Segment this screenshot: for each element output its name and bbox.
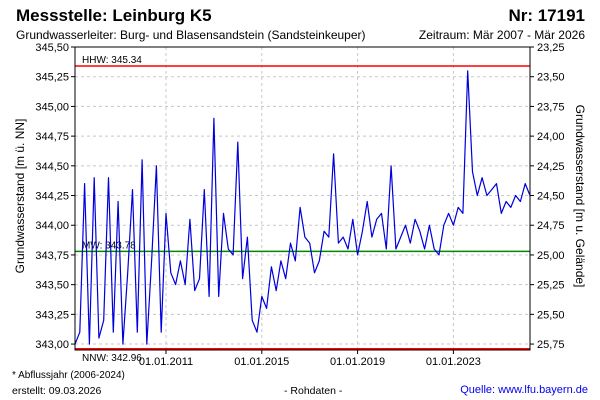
- mw-label: MW: 343.78: [82, 240, 136, 251]
- y-axis-label-right: Grundwasserstand [m u. Gelände]: [573, 105, 587, 288]
- series-line-0: [74, 70, 531, 345]
- y-tick-label-right: 25,50: [537, 309, 565, 321]
- y-tick-label-right: 24,50: [537, 191, 565, 203]
- created-date: erstellt: 09.03.2026: [12, 385, 102, 397]
- y-tick-label-left: 344,00: [35, 220, 69, 232]
- x-tick-label: 01.01.2011: [139, 356, 193, 368]
- y-tick-label-left: 345,25: [35, 72, 69, 84]
- y-tick-label-right: 23,50: [537, 72, 565, 84]
- y-tick-label-right: 24,25: [537, 161, 565, 173]
- y-tick-label-left: 345,50: [35, 42, 69, 54]
- y-tick-label-right: 24,75: [537, 220, 565, 232]
- y-tick-label-right: 23,25: [537, 42, 565, 54]
- y-tick-label-left: 343,50: [35, 280, 69, 292]
- y-tick-label-left: 344,50: [35, 161, 69, 173]
- y-axis-label-left: Grundwasserstand [m ü. NN]: [13, 119, 27, 274]
- rawdata-label: - Rohdaten -: [284, 385, 343, 397]
- y-tick-label-left: 343,25: [35, 309, 69, 321]
- y-tick-label-right: 24,00: [537, 131, 565, 143]
- source-link[interactable]: Quelle: www.lfu.bayern.de: [460, 384, 588, 396]
- y-tick-label-right: 25,25: [537, 280, 565, 292]
- series-layer: [74, 70, 531, 345]
- y-tick-label-right: 23,75: [537, 101, 565, 113]
- plot-area: [75, 47, 530, 350]
- y-tick-label-left: 343,75: [35, 250, 69, 262]
- station-number: Nr: 17191: [508, 6, 585, 25]
- y-tick-label-right: 25,75: [537, 339, 565, 351]
- y-tick-label-left: 343,00: [35, 339, 69, 351]
- station-title: Messstelle: Leinburg K5: [16, 6, 212, 25]
- y-tick-label-left: 344,25: [35, 191, 69, 203]
- x-tick-label: 01.01.2023: [426, 356, 481, 368]
- plot-frame: [74, 46, 531, 351]
- x-tick-label: 01.01.2015: [234, 356, 289, 368]
- y-axis-right: 25,75 25,50 25,25 25,00 24,75 24,50 24,25 24,00…: [530, 42, 565, 351]
- nnw-label: NNW: 342.96: [82, 353, 142, 364]
- y-tick-label-left: 344,75: [35, 131, 69, 143]
- reference-lines: HHW: 345.34 MW: 343.78 NNW: 342.96: [75, 55, 530, 364]
- hhw-label: HHW: 345.34: [82, 55, 142, 66]
- y-tick-label-left: 345,00: [35, 101, 69, 113]
- footnote: * Abflussjahr (2006-2024): [12, 370, 125, 381]
- y-axis-left: 343,00 343,25 343,50 343,75 344,00 344,25 344,…: [35, 42, 75, 351]
- aquifer-label: Grundwasserleiter: Burg- und Blasensands…: [16, 28, 366, 42]
- x-tick-label: 01.01.2019: [330, 356, 385, 368]
- period-label: Zeitraum: Mär 2007 - Mär 2026: [418, 28, 585, 42]
- y-tick-label-right: 25,00: [537, 250, 565, 262]
- x-axis: 01.01.2011 01.01.2015 01.01.2019 01.01.2023: [139, 350, 481, 368]
